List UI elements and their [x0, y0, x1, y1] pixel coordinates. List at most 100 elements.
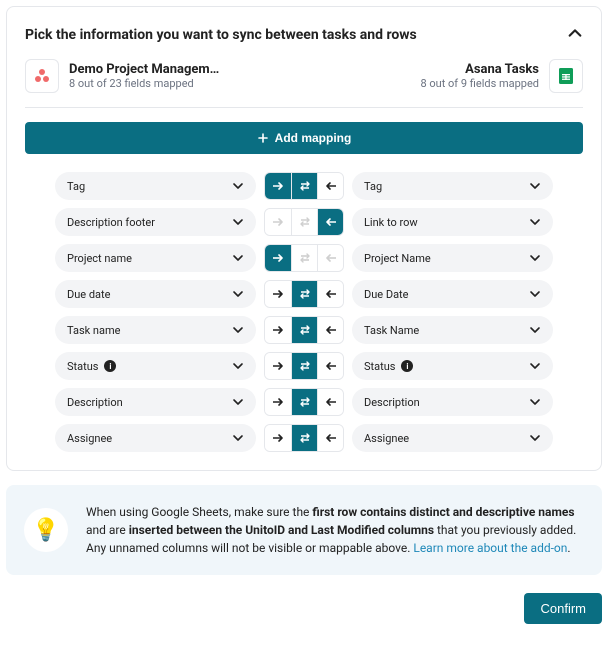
direction-group [264, 352, 344, 380]
chevron-up-icon [567, 25, 583, 41]
card-header: Pick the information you want to sync be… [25, 25, 583, 45]
left-field-select[interactable]: Task name [55, 316, 256, 344]
chevron-down-icon [232, 396, 244, 408]
asana-icon [25, 59, 59, 93]
dir-right-button[interactable] [265, 281, 291, 307]
mapping-row: Assignee Assignee [55, 424, 553, 452]
dir-left-button[interactable] [317, 173, 343, 199]
chevron-down-icon [232, 360, 244, 372]
account-left-title: Demo Project Managem… [69, 62, 219, 77]
dir-both-button[interactable] [291, 425, 317, 451]
mapping-row: StatusiStatusi [55, 352, 553, 380]
left-field-select[interactable]: Description footer [55, 208, 256, 236]
field-label: Link to row [364, 216, 418, 229]
field-label: Tag [364, 180, 382, 193]
dir-left-button[interactable] [317, 209, 343, 235]
dir-left-button[interactable] [317, 281, 343, 307]
mapping-row: Task name Task Name [55, 316, 553, 344]
field-label: Assignee [67, 432, 112, 445]
sheets-icon [549, 59, 583, 93]
direction-group [264, 208, 344, 236]
field-label: Task Name [364, 324, 419, 337]
field-label: Description footer [67, 216, 155, 229]
chevron-down-icon [232, 288, 244, 300]
info-icon: i [401, 360, 413, 372]
account-right: Asana Tasks 8 out of 9 fields mapped [420, 59, 583, 93]
field-label: Due date [67, 288, 110, 301]
right-field-select[interactable]: Link to row [352, 208, 553, 236]
left-field-select[interactable]: Assignee [55, 424, 256, 452]
chevron-down-icon [232, 252, 244, 264]
account-left-sub: 8 out of 23 fields mapped [69, 77, 219, 90]
confirm-button[interactable]: Confirm [524, 593, 602, 624]
dir-right-button[interactable] [265, 209, 291, 235]
chevron-down-icon [529, 360, 541, 372]
right-field-select[interactable]: Description [352, 388, 553, 416]
chevron-down-icon [529, 252, 541, 264]
chevron-down-icon [529, 324, 541, 336]
left-field-select[interactable]: Project name [55, 244, 256, 272]
dir-right-button[interactable] [265, 317, 291, 343]
right-field-select[interactable]: Assignee [352, 424, 553, 452]
dir-right-button[interactable] [265, 389, 291, 415]
right-field-select[interactable]: Project Name [352, 244, 553, 272]
left-field-select[interactable]: Statusi [55, 352, 256, 380]
field-label: Status [364, 360, 395, 373]
direction-group [264, 316, 344, 344]
dir-right-button[interactable] [265, 173, 291, 199]
account-right-title: Asana Tasks [420, 62, 539, 77]
chevron-down-icon [529, 432, 541, 444]
dir-right-button[interactable] [265, 425, 291, 451]
accounts-row: Demo Project Managem… 8 out of 23 fields… [25, 59, 583, 108]
left-field-select[interactable]: Description [55, 388, 256, 416]
dir-left-button[interactable] [317, 317, 343, 343]
left-field-select[interactable]: Tag [55, 172, 256, 200]
card-title: Pick the information you want to sync be… [25, 27, 417, 43]
dir-both-button[interactable] [291, 317, 317, 343]
field-label: Assignee [364, 432, 409, 445]
dir-both-button[interactable] [291, 281, 317, 307]
chevron-down-icon [529, 288, 541, 300]
footer: Confirm [6, 593, 602, 624]
dir-right-button[interactable] [265, 245, 291, 271]
right-field-select[interactable]: Task Name [352, 316, 553, 344]
direction-group [264, 172, 344, 200]
field-label: Due Date [364, 288, 408, 301]
direction-group [264, 424, 344, 452]
direction-group [264, 280, 344, 308]
dir-right-button[interactable] [265, 353, 291, 379]
field-label: Task name [67, 324, 120, 337]
field-label: Project name [67, 252, 132, 265]
direction-group [264, 244, 344, 272]
left-field-select[interactable]: Due date [55, 280, 256, 308]
dir-both-button[interactable] [291, 209, 317, 235]
chevron-down-icon [232, 216, 244, 228]
dir-left-button[interactable] [317, 425, 343, 451]
dir-both-button[interactable] [291, 389, 317, 415]
dir-left-button[interactable] [317, 353, 343, 379]
field-label: Status [67, 360, 98, 373]
dir-left-button[interactable] [317, 245, 343, 271]
account-left: Demo Project Managem… 8 out of 23 fields… [25, 59, 219, 93]
dir-both-button[interactable] [291, 245, 317, 271]
dir-both-button[interactable] [291, 353, 317, 379]
info-icon: i [104, 360, 116, 372]
lightbulb-icon: 💡 [24, 508, 68, 552]
mapping-row: Tag Tag [55, 172, 553, 200]
chevron-down-icon [529, 180, 541, 192]
chevron-down-icon [232, 324, 244, 336]
field-label: Description [364, 396, 420, 409]
dir-left-button[interactable] [317, 389, 343, 415]
tip-card: 💡 When using Google Sheets, make sure th… [6, 485, 602, 575]
right-field-select[interactable]: Tag [352, 172, 553, 200]
plus-icon [257, 132, 269, 144]
dir-both-button[interactable] [291, 173, 317, 199]
mapping-row: Description footer Link to row [55, 208, 553, 236]
mapping-row: Due date Due Date [55, 280, 553, 308]
direction-group [264, 388, 344, 416]
right-field-select[interactable]: Due Date [352, 280, 553, 308]
add-mapping-button[interactable]: Add mapping [25, 122, 583, 154]
collapse-toggle[interactable] [567, 25, 583, 45]
right-field-select[interactable]: Statusi [352, 352, 553, 380]
learn-more-link[interactable]: Learn more about the add-on [413, 541, 567, 555]
